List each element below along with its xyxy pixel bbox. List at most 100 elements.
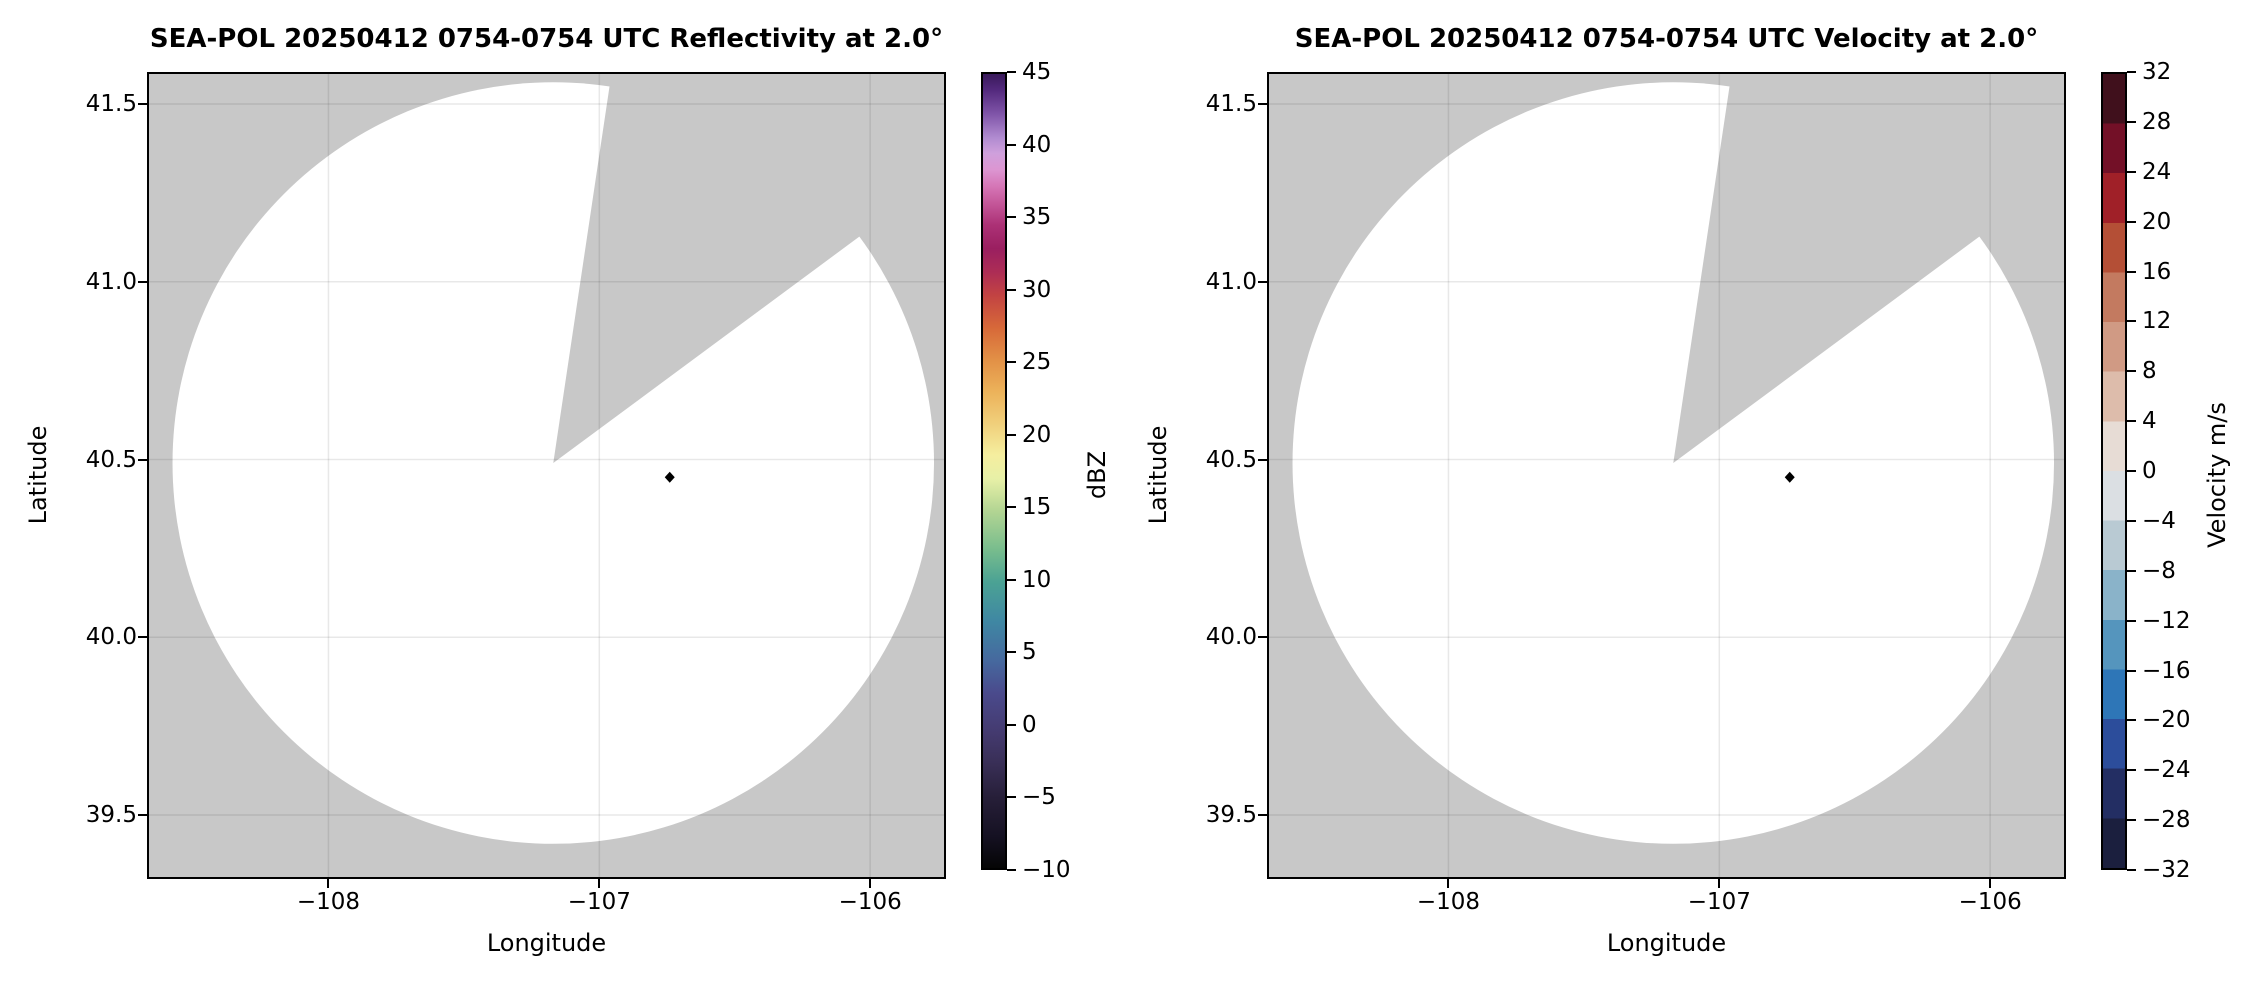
colorbar-gradient — [2101, 72, 2127, 870]
y-tick-label: 39.5 — [85, 802, 137, 828]
colorbar-tick-label: 30 — [1022, 276, 1052, 303]
colorbar-tick-mark — [1007, 143, 1016, 146]
y-tick-mark — [138, 636, 147, 639]
x-tick-label: −108 — [1416, 889, 1481, 915]
colorbar-tick-mark — [2127, 819, 2136, 822]
colorbar-tick-mark — [2127, 420, 2136, 423]
colorbar-tick-mark — [1007, 433, 1016, 436]
x-tick-mark — [1447, 879, 1450, 888]
x-tick-label: −106 — [838, 889, 902, 915]
y-tick-mark — [138, 102, 147, 105]
y-tick-label: 41.0 — [1205, 268, 1257, 295]
panel-title: SEA-POL 20250412 0754-0754 UTC Reflectiv… — [149, 24, 944, 54]
panel-reflectivity: SEA-POL 20250412 0754-0754 UTC Reflectiv… — [24, 24, 1111, 957]
y-tick-label: 40.0 — [1205, 624, 1257, 651]
y-tick-mark — [138, 458, 147, 461]
colorbar-tick-label: −10 — [1022, 857, 1071, 883]
colorbar-tick-mark — [1007, 651, 1016, 654]
x-tick-label: −106 — [1958, 889, 2022, 915]
x-tick-label: −107 — [1687, 889, 1751, 915]
x-tick-mark — [598, 879, 601, 888]
x-tick-mark — [1718, 879, 1721, 888]
colorbar-tick-mark — [2127, 170, 2136, 173]
panel-title: SEA-POL 20250412 0754-0754 UTC Velocity … — [1294, 24, 2039, 54]
colorbar-tick-label: −5 — [1022, 784, 1056, 811]
y-tick-label: 40.5 — [1205, 446, 1257, 473]
colorbar-tick-label: 32 — [2142, 59, 2172, 85]
x-tick-mark — [1989, 879, 1992, 888]
y-tick-label: 41.5 — [1205, 90, 1257, 117]
colorbar-tick-mark — [2127, 370, 2136, 373]
colorbar-tick-mark — [2127, 869, 2136, 871]
colorbar-tick-mark — [1007, 578, 1016, 581]
colorbar-tick-mark — [2127, 320, 2136, 323]
colorbar-tick-label: 20 — [1022, 421, 1052, 448]
y-tick-label: 40.5 — [85, 446, 137, 473]
y-tick-label: 41.0 — [85, 268, 137, 295]
y-tick-label: 40.0 — [85, 624, 137, 651]
colorbar-tick-label: 15 — [1022, 494, 1052, 521]
colorbar-tick-label: 40 — [1022, 131, 1052, 158]
colorbar-tick-label: 12 — [2142, 308, 2172, 335]
colorbar-tick-label: 0 — [2142, 458, 2157, 484]
colorbar-tick-mark — [2127, 769, 2136, 772]
colorbar-tick-label: 45 — [1022, 59, 1052, 85]
colorbar-tick-mark — [1007, 723, 1016, 726]
colorbar-tick-label: 10 — [1022, 566, 1052, 593]
y-tick-label: 41.5 — [85, 90, 137, 117]
colorbar-tick-label: −16 — [2142, 657, 2191, 684]
colorbar-tick-label: 25 — [1022, 349, 1052, 376]
radar-plot-canvas — [1267, 72, 2066, 879]
y-tick-mark — [1258, 458, 1267, 461]
colorbar-tick-label: −24 — [2142, 757, 2191, 784]
y-tick-mark — [1258, 102, 1267, 105]
colorbar-tick-mark — [2127, 71, 2136, 73]
colorbar-tick-mark — [2127, 470, 2136, 472]
y-axis-label: Latitude — [1144, 425, 1172, 525]
colorbar-tick-label: 28 — [2142, 108, 2172, 135]
colorbar-tick-mark — [1007, 361, 1016, 364]
x-axis-label: Longitude — [486, 929, 607, 957]
panel-velocity: SEA-POL 20250412 0754-0754 UTC Velocity … — [1120, 0, 2262, 990]
colorbar-tick-label: 16 — [2142, 258, 2172, 285]
colorbar-tick-mark — [1007, 71, 1016, 73]
colorbar-tick-mark — [2127, 719, 2136, 722]
colorbar-tick-mark — [2127, 569, 2136, 572]
colorbar-tick-mark — [2127, 120, 2136, 123]
colorbar-tick-label: −8 — [2142, 557, 2176, 584]
colorbar-tick-label: 0 — [1022, 711, 1037, 738]
x-axis-label: Longitude — [1606, 929, 1727, 957]
colorbar-tick-label: 8 — [2142, 358, 2157, 385]
colorbar-tick-label: 24 — [2142, 158, 2172, 185]
colorbar-tick-mark — [2127, 669, 2136, 672]
y-axis-label: Latitude — [24, 425, 52, 525]
radar-plot-canvas — [147, 72, 946, 879]
colorbar-gradient — [981, 72, 1007, 870]
missing-data-sector — [1673, 80, 1985, 464]
x-tick-mark — [327, 879, 330, 888]
colorbar-tick-label: −20 — [2142, 707, 2191, 734]
plot-frame — [147, 72, 946, 879]
colorbar-tick-label: −28 — [2142, 807, 2191, 834]
y-tick-mark — [138, 280, 147, 283]
colorbar-label: Velocity m/s — [2203, 402, 2231, 548]
y-tick-mark — [138, 814, 147, 816]
colorbar-tick-label: −32 — [2142, 857, 2191, 883]
colorbar-tick-label: 35 — [1022, 204, 1052, 231]
missing-data-sector — [553, 80, 865, 464]
colorbar-tick-mark — [1007, 506, 1016, 509]
colorbar-tick-mark — [2127, 270, 2136, 273]
colorbar-tick-mark — [1007, 288, 1016, 291]
y-tick-label: 39.5 — [1205, 802, 1257, 828]
y-tick-mark — [1258, 280, 1267, 283]
x-tick-label: −107 — [567, 889, 631, 915]
colorbar-tick-label: −12 — [2142, 607, 2191, 634]
y-tick-mark — [1258, 814, 1267, 816]
radar-marker — [664, 471, 675, 483]
colorbar-label: dBZ — [1083, 450, 1111, 500]
colorbar-tick-mark — [1007, 869, 1016, 871]
colorbar-tick-mark — [1007, 796, 1016, 799]
colorbar-tick-label: 5 — [1022, 639, 1037, 666]
colorbar-tick-mark — [2127, 619, 2136, 622]
